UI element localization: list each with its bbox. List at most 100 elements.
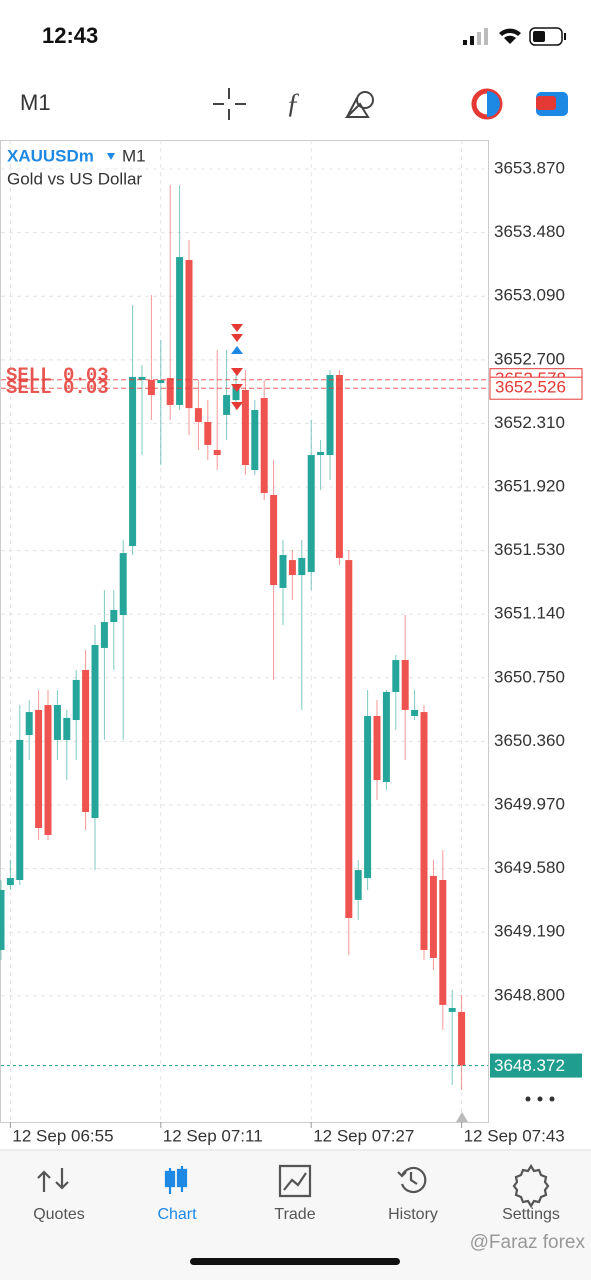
- candle-body: [251, 410, 259, 471]
- trade-icon[interactable]: [536, 92, 568, 116]
- tab-icon[interactable]: [397, 1166, 427, 1194]
- timeframe-button[interactable]: M1: [20, 90, 51, 115]
- y-tick-label: 3653.480: [494, 222, 565, 241]
- more-dot[interactable]: [525, 1096, 531, 1102]
- candle-body: [364, 715, 372, 879]
- candle-body: [35, 709, 43, 828]
- objects-tool[interactable]: [344, 91, 374, 118]
- candle-body: [204, 421, 212, 445]
- y-tick-label: 3653.870: [494, 159, 565, 178]
- candle-body: [345, 560, 353, 919]
- candle-body: [91, 645, 99, 819]
- y-tick-label: 3653.090: [494, 286, 565, 305]
- trade-arrows: [231, 324, 243, 410]
- candle-body: [279, 555, 287, 588]
- y-tick-label: 3652.700: [494, 349, 565, 368]
- tab-icon[interactable]: [512, 1163, 550, 1209]
- candle-body: [194, 408, 202, 422]
- tabs: Quotes Chart Trade History Settings: [33, 1163, 560, 1223]
- watermark: @Faraz forex: [470, 1232, 586, 1253]
- candle-body: [53, 705, 61, 740]
- y-tick-label: 3649.580: [494, 858, 565, 877]
- candle-body: [354, 870, 362, 900]
- tab-label[interactable]: Chart: [157, 1206, 197, 1223]
- candle-body: [223, 395, 231, 415]
- candle-body: [6, 878, 14, 886]
- candle-body: [241, 389, 249, 465]
- candle-body: [185, 260, 193, 409]
- order-price-box: [489, 376, 583, 400]
- symbol-dropdown[interactable]: [107, 153, 115, 160]
- candle-body: [373, 715, 381, 781]
- x-tick-label: 12 Sep 06:55: [12, 1126, 113, 1145]
- candle-body: [335, 374, 343, 558]
- indicators-tool[interactable]: ƒ: [286, 88, 300, 119]
- candle-body: [382, 691, 390, 783]
- y-tick-label: 3649.190: [494, 922, 565, 941]
- status-icons: [463, 27, 566, 46]
- x-tick-label: 12 Sep 07:27: [313, 1126, 414, 1145]
- x-tick-label: 12 Sep 07:43: [464, 1126, 565, 1145]
- y-tick-label: 3648.800: [494, 985, 565, 1004]
- candle-body: [317, 451, 325, 456]
- tab-label[interactable]: History: [388, 1206, 438, 1223]
- candle-body: [420, 712, 428, 950]
- candle-body: [157, 380, 165, 383]
- home-indicator: [190, 1258, 400, 1265]
- order-price-label: 3652.526: [495, 378, 566, 397]
- tab-icon[interactable]: [278, 1164, 312, 1198]
- candle-body: [16, 739, 24, 881]
- y-tick-label: 3651.920: [494, 476, 565, 495]
- candle-body: [411, 709, 419, 716]
- candle-body: [458, 1011, 466, 1066]
- candle-body: [232, 385, 240, 401]
- symbol-description: Gold vs US Dollar: [7, 169, 142, 188]
- more-dot[interactable]: [549, 1096, 555, 1102]
- clock: 12:43: [42, 23, 98, 48]
- tab-label[interactable]: Settings: [502, 1206, 560, 1223]
- candle-body: [298, 557, 306, 576]
- tab-icon[interactable]: [164, 1166, 188, 1194]
- y-tick-label: 3649.970: [494, 794, 565, 813]
- candle-body: [401, 660, 409, 710]
- candle-body: [110, 609, 118, 623]
- candle-body: [260, 397, 268, 494]
- candle-body: [72, 679, 80, 721]
- candle-body: [166, 378, 174, 405]
- tab-icon[interactable]: [37, 1168, 69, 1192]
- y-tick-label: 3650.750: [494, 667, 565, 686]
- candle-body: [129, 376, 137, 547]
- crosshair-tool[interactable]: [213, 88, 246, 120]
- more-dot[interactable]: [537, 1096, 543, 1102]
- candle-body: [288, 560, 296, 576]
- current-price-box: [490, 1053, 582, 1078]
- candle-body: [439, 880, 447, 1005]
- candle-body: [0, 889, 5, 950]
- symbol[interactable]: XAUUSDm: [7, 146, 94, 165]
- candle-body: [25, 712, 33, 736]
- candle-body: [63, 717, 71, 740]
- candle-body: [448, 1008, 456, 1012]
- y-tick-label: 3650.360: [494, 731, 565, 750]
- candle-body: [147, 380, 155, 396]
- tab-label[interactable]: Trade: [274, 1206, 315, 1223]
- candle-body: [138, 376, 146, 381]
- candle-body: [307, 455, 315, 572]
- signals-icon[interactable]: [471, 88, 503, 120]
- y-tick-label: 3651.140: [494, 604, 565, 623]
- x-tick-label: 12 Sep 07:11: [163, 1126, 263, 1145]
- candle-body: [100, 622, 108, 648]
- chart-frame: [0, 140, 489, 1123]
- candle-body: [44, 705, 52, 835]
- order-label: SELL 0.03: [6, 365, 109, 387]
- y-tick-label: 3651.530: [494, 540, 565, 559]
- order-label: SELL 0.03: [6, 377, 109, 399]
- tab-label[interactable]: Quotes: [33, 1206, 85, 1223]
- scroll-marker: [456, 1112, 468, 1122]
- chart-timeframe: M1: [122, 146, 146, 165]
- candle-body: [119, 553, 127, 616]
- plot: 3653.870 3653.480 3653.090 3652.700 3652.310…: [0, 140, 583, 1145]
- y-tick-label: 3652.310: [494, 413, 565, 432]
